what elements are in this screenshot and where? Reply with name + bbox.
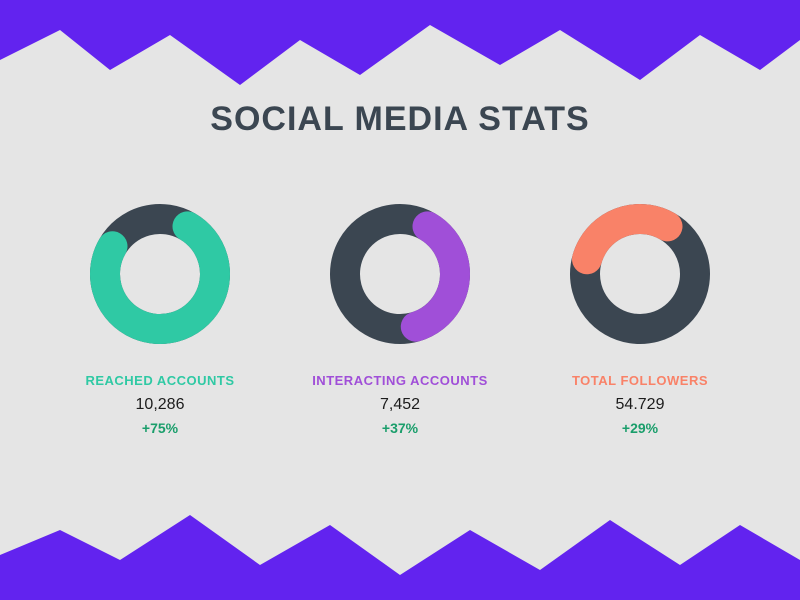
metric-value: 10,286	[136, 396, 185, 414]
metric-change: +75%	[142, 420, 178, 436]
metric-value: 7,452	[380, 396, 420, 414]
donut-wrap	[85, 199, 235, 349]
metric-value: 54.729	[616, 396, 665, 414]
metrics-row: REACHED ACCOUNTS 10,286 +75% INTERACTING AC…	[70, 199, 730, 436]
metric-card: REACHED ACCOUNTS 10,286 +75%	[70, 199, 250, 436]
donut-wrap	[325, 199, 475, 349]
donut-chart	[85, 199, 235, 349]
metric-label: INTERACTING ACCOUNTS	[312, 373, 488, 388]
metric-change: +37%	[382, 420, 418, 436]
donut-chart	[565, 199, 715, 349]
donut-chart	[325, 199, 475, 349]
metric-label: TOTAL FOLLOWERS	[572, 373, 708, 388]
donut-wrap	[565, 199, 715, 349]
metric-change: +29%	[622, 420, 658, 436]
metric-label: REACHED ACCOUNTS	[85, 373, 234, 388]
page-title: SOCIAL MEDIA STATS	[210, 100, 589, 139]
metric-card: INTERACTING ACCOUNTS 7,452 +37%	[310, 199, 490, 436]
content-area: SOCIAL MEDIA STATS REACHED ACCOUNTS 10,28…	[0, 0, 800, 600]
metric-card: TOTAL FOLLOWERS 54.729 +29%	[550, 199, 730, 436]
